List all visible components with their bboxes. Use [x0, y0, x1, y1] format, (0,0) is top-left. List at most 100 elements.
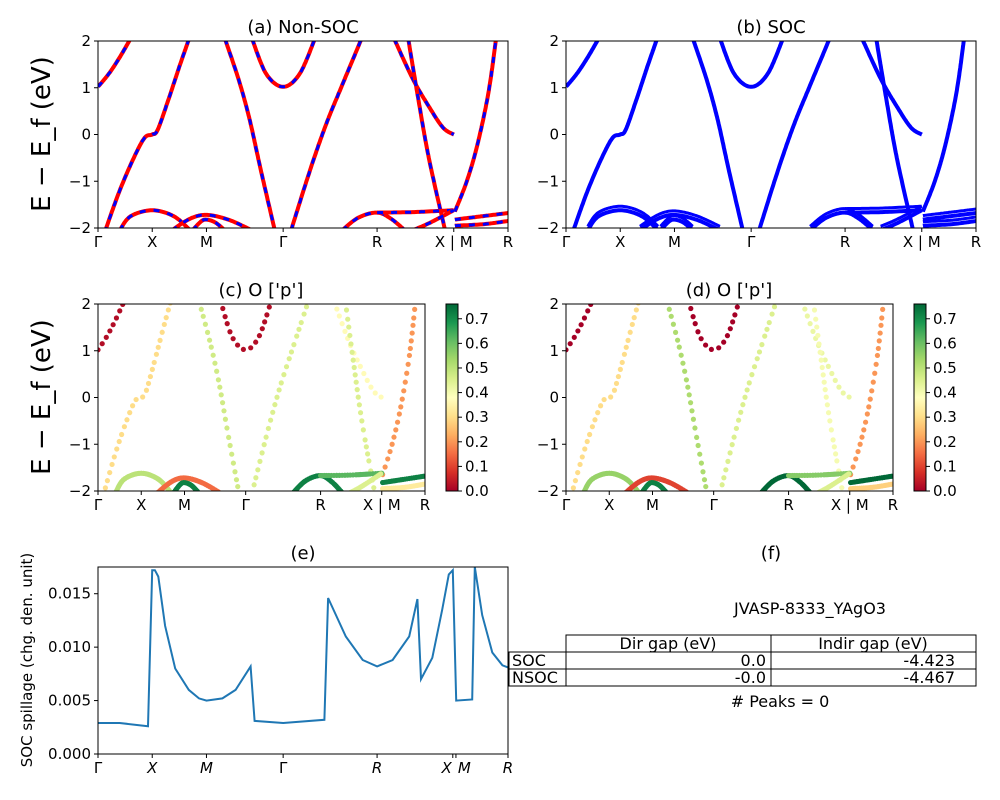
- band-point: [876, 338, 882, 344]
- band-point: [408, 338, 414, 344]
- band-point: [588, 304, 594, 307]
- band-line: [921, 41, 966, 213]
- y-tick-label: −1: [537, 172, 559, 190]
- band-point: [567, 341, 573, 347]
- colorbar-tick-label: 0.5: [933, 359, 957, 377]
- band-point: [819, 364, 825, 371]
- band-line-dashed: [172, 213, 251, 228]
- band-point: [274, 394, 280, 400]
- band-point: [846, 471, 852, 477]
- band-point: [345, 316, 351, 322]
- y-tick-label: 1: [81, 342, 91, 360]
- x-tick-label: R: [971, 233, 981, 251]
- band-point: [621, 351, 628, 357]
- band-point: [627, 329, 633, 335]
- band-point: [165, 307, 171, 313]
- y-tick-label: 1: [549, 79, 559, 97]
- band-point: [391, 434, 397, 440]
- band-point: [611, 387, 618, 393]
- panel-c-ylabel: E − E_f (eV): [27, 319, 57, 475]
- table-header-dir-gap: Dir gap (eV): [620, 634, 717, 653]
- band-point: [721, 475, 727, 481]
- band-point: [296, 326, 302, 332]
- band-point: [357, 363, 363, 369]
- band-point: [617, 366, 623, 372]
- panel-d: −2 −1 0 1 2 Γ X M Γ R X | M R 0.0 0.1 0.2 0.3 0.4 0.5 0.6 0…: [537, 295, 957, 514]
- band-point: [227, 442, 233, 449]
- colorbar-tick-label: 0.5: [465, 359, 489, 377]
- band-point: [222, 416, 229, 422]
- band-point: [353, 379, 359, 385]
- band-point: [113, 315, 120, 321]
- band-point: [378, 394, 384, 400]
- band-line-dashed: [251, 41, 316, 89]
- band-point: [725, 458, 731, 464]
- band-point: [230, 336, 236, 342]
- band-point: [399, 396, 405, 402]
- band-point: [234, 342, 241, 348]
- band-line: [880, 208, 923, 228]
- plot-area: [566, 304, 893, 491]
- band-point: [251, 482, 257, 488]
- band-point: [130, 403, 136, 409]
- band-point: [733, 425, 739, 432]
- band-point: [354, 387, 360, 393]
- band-point: [577, 461, 583, 468]
- band-point: [581, 315, 588, 321]
- x-tick-label: Γ: [747, 233, 756, 251]
- band-line: [250, 41, 317, 89]
- band-point: [206, 337, 213, 343]
- panel-a: −2 −1 0 1 2 Γ X M Γ R X | M R: [69, 32, 513, 251]
- band-point: [294, 333, 300, 339]
- band-point: [676, 344, 682, 350]
- band-point: [810, 328, 816, 334]
- band-point: [582, 490, 585, 491]
- band-point: [666, 306, 672, 312]
- band-line-split: [880, 204, 923, 228]
- band-point: [261, 442, 267, 448]
- band-point: [204, 329, 211, 335]
- band-point: [829, 370, 835, 377]
- band-line-split: [639, 209, 721, 228]
- band-point: [200, 313, 206, 319]
- x-tick-label: R: [315, 496, 325, 514]
- panel-d-title: (d) O ['p']: [686, 280, 772, 301]
- y-tick-label: 0.005: [48, 692, 91, 710]
- band-point: [623, 344, 629, 350]
- band-point: [836, 384, 842, 390]
- band-point: [159, 329, 165, 335]
- band-point: [666, 304, 669, 305]
- band-point: [218, 392, 224, 398]
- band-point: [366, 458, 372, 464]
- panel-e-title: (e): [290, 543, 315, 564]
- table-row-soc-indir: -4.423: [903, 651, 955, 670]
- table-row-nsoc-label: NSOC: [512, 668, 558, 687]
- band-point: [756, 349, 763, 355]
- panel-b: −2 −1 0 1 2 Γ X M Γ R X | M R: [537, 32, 981, 251]
- plot-area: [98, 41, 508, 228]
- band-point: [133, 396, 139, 403]
- band-point: [839, 485, 845, 491]
- spillage-line: [98, 567, 508, 728]
- x-tick-label: Γ: [709, 496, 718, 514]
- band-point: [623, 490, 626, 491]
- band-line-dashed: [393, 41, 455, 136]
- y-tick-label: 1: [549, 342, 559, 360]
- band-point: [727, 326, 733, 332]
- band-point: [363, 444, 369, 450]
- y-tick-label: 0: [549, 126, 559, 144]
- y-tick-label: 0: [81, 389, 91, 407]
- band-point: [393, 427, 399, 433]
- band-point: [268, 417, 274, 423]
- band-line: [874, 41, 915, 228]
- band-point: [731, 434, 737, 440]
- band-point: [825, 410, 832, 416]
- band-point: [759, 342, 765, 348]
- band-point: [143, 387, 150, 393]
- band-point: [410, 322, 416, 328]
- x-tick-label: X | M: [903, 233, 941, 251]
- x-tick-label: Γ: [94, 496, 103, 514]
- band-point: [215, 377, 221, 383]
